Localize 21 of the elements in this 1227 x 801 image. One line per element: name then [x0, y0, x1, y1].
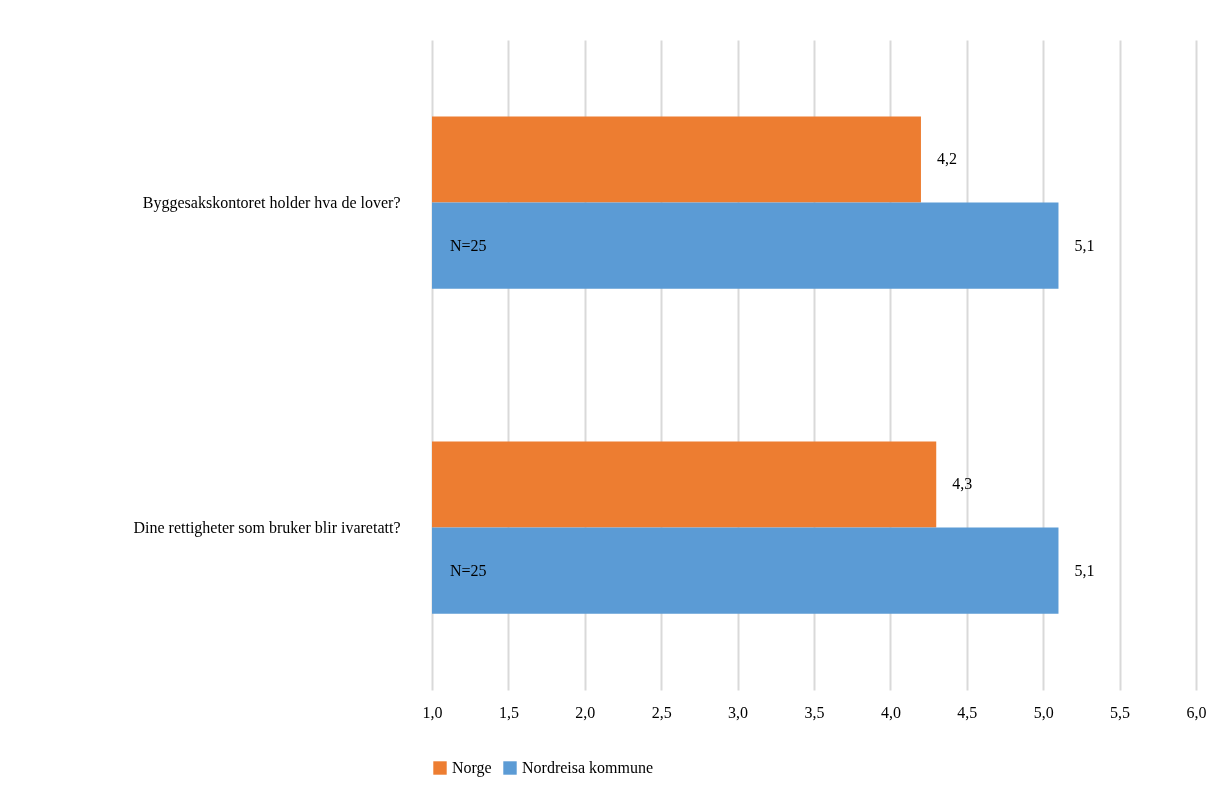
x-tick-label: 1,5	[498, 703, 519, 721]
x-tick-label: 4,0	[880, 703, 901, 721]
x-tick-label: 2,5	[651, 703, 672, 721]
annotation: N=25	[450, 236, 487, 254]
y-tick-label: Dine rettigheter som bruker blir ivaretatt?	[133, 518, 401, 537]
data-label: 5,1	[1074, 561, 1095, 579]
legend-label: Norge	[452, 759, 492, 777]
data-label: 4,2	[936, 150, 957, 168]
x-tick-label: 2,0	[575, 703, 596, 721]
x-tick-label: 5,0	[1033, 703, 1054, 721]
x-tick-label: 4,5	[957, 703, 978, 721]
data-label: 5,1	[1074, 236, 1095, 254]
y-tick-label: Byggesakskontoret holder hva de lover?	[142, 193, 401, 212]
x-tick-label: 3,0	[728, 703, 749, 721]
x-tick-label: 1,0	[422, 703, 443, 721]
data-label: 4,3	[952, 475, 973, 493]
x-tick-label: 6,0	[1186, 703, 1207, 721]
annotation: N=25	[450, 561, 487, 579]
x-tick-label: 3,5	[804, 703, 825, 721]
x-tick-label: 5,5	[1110, 703, 1131, 721]
legend-label: Nordreisa kommune	[522, 759, 654, 776]
